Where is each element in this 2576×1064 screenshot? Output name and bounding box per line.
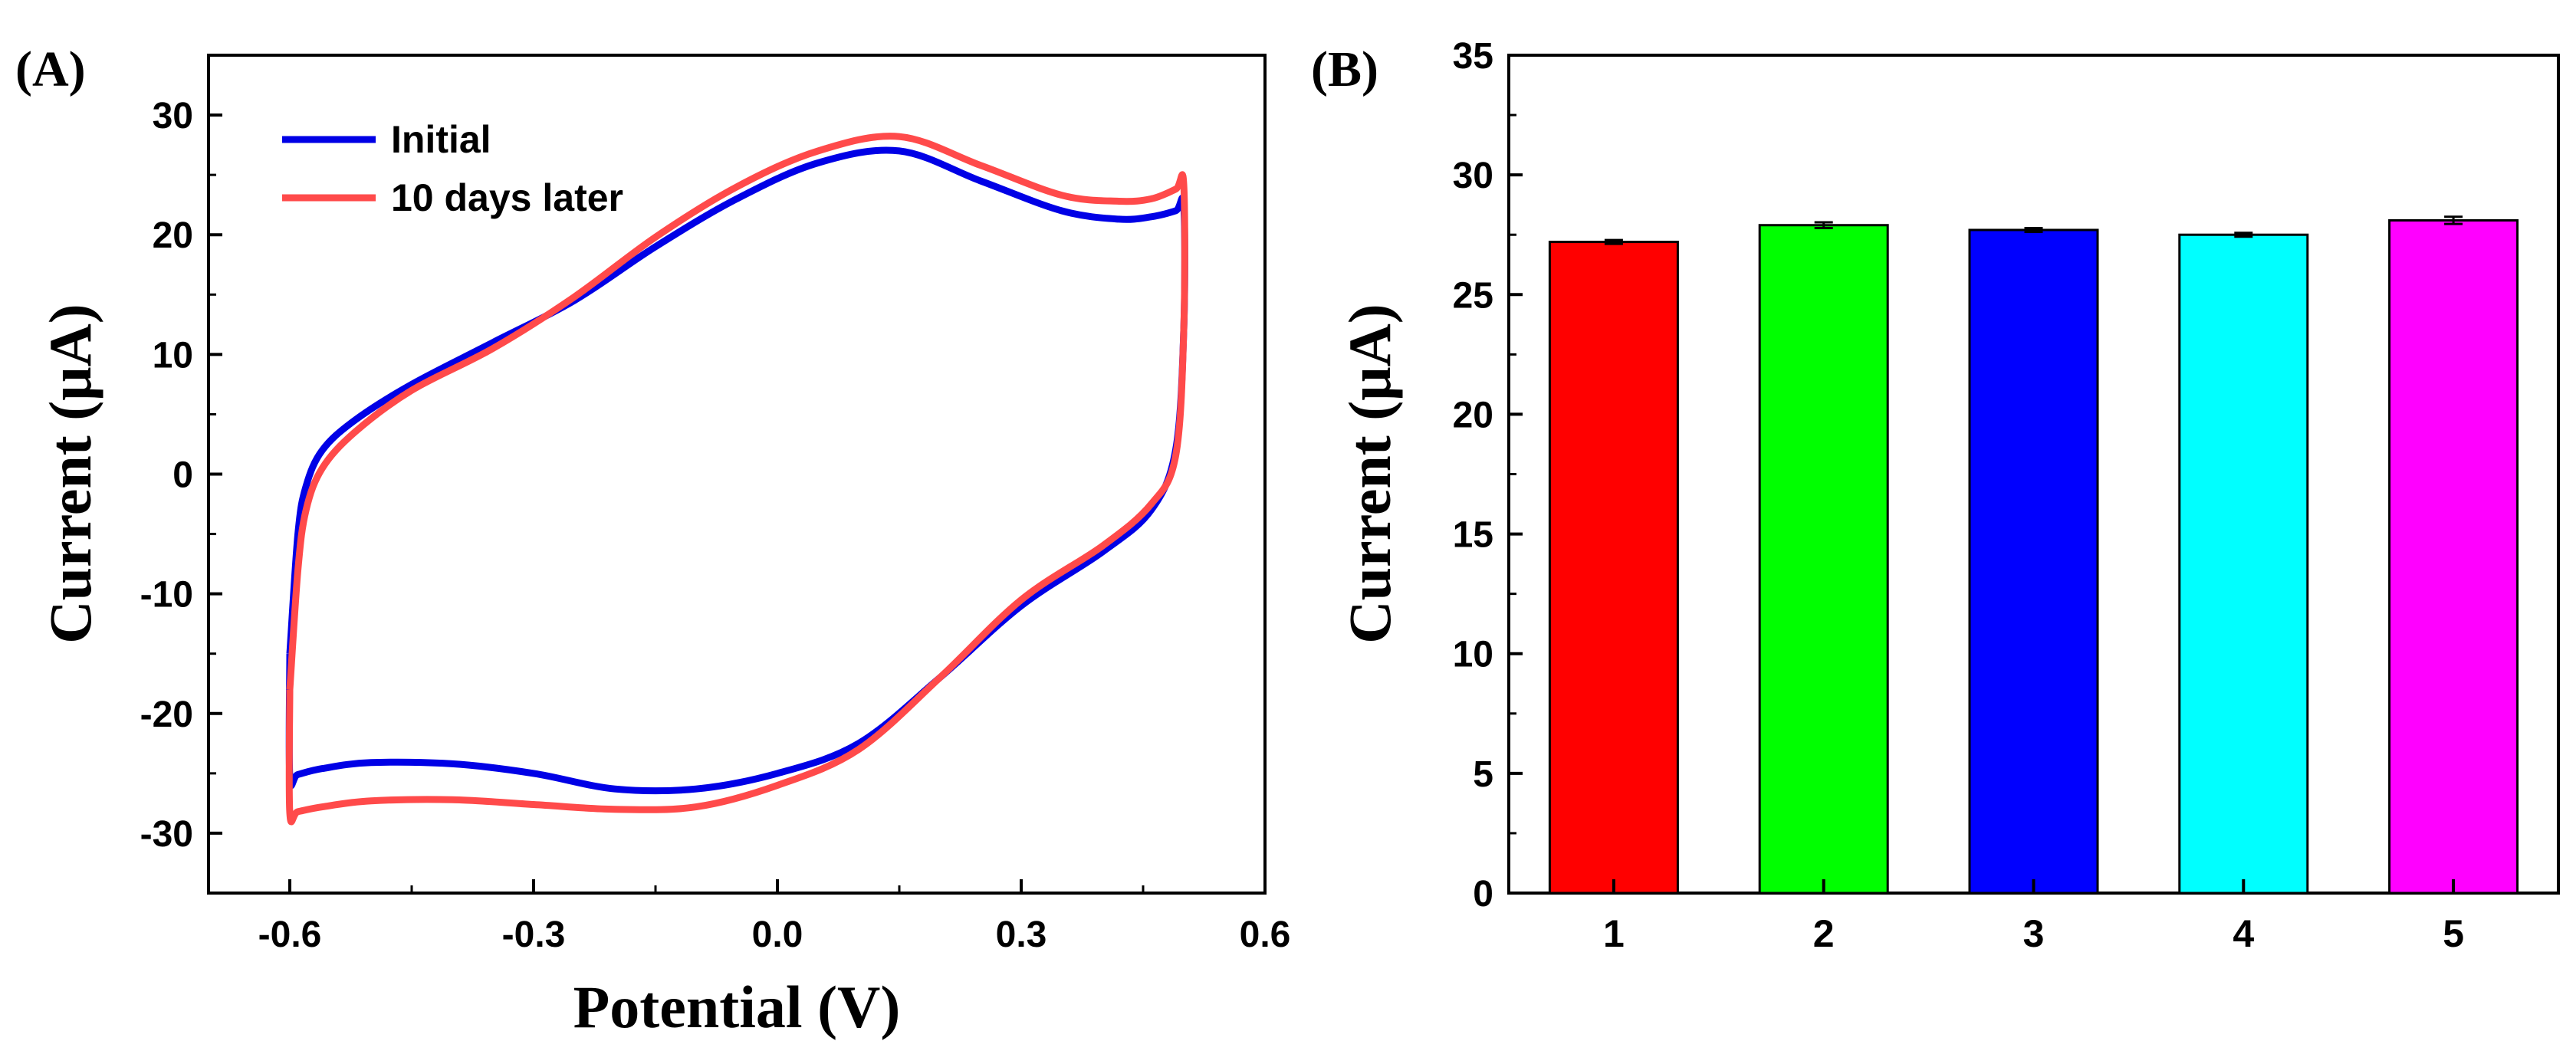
panel-a-y-tick-label: 30	[153, 96, 193, 136]
panel-a-x-axis-label: Potential (V)	[573, 974, 901, 1040]
panel-a-y-tick-label: -30	[140, 814, 193, 855]
panel-a-y-tick-label: -10	[140, 575, 193, 616]
panel-a-y-tick-label: 20	[153, 215, 193, 256]
panel-a-x-ticks: -0.6 -0.3 0.0 0.3 0.6	[258, 879, 1291, 955]
panel-a-potential-chart: (A) -0.6 -0.3 0.0 0.3 0.6 -30 -20 -10 0 10 20 30 I…	[15, 41, 1290, 1040]
panel-b-label: (B)	[1311, 41, 1378, 97]
panel-b-x-tick-label: 4	[2233, 912, 2254, 955]
panel-b-y-tick-label: 25	[1453, 275, 1493, 316]
panel-a-legend: Initial 10 days later	[282, 118, 623, 219]
panel-b-x-ticks: 1 2 3 4 5	[1603, 879, 2464, 955]
bar-3	[1968, 228, 2099, 895]
panel-a-x-tick-label: 0.6	[1240, 915, 1291, 955]
panel-a-x-tick-label: 0.0	[752, 915, 803, 955]
bar-5	[2388, 218, 2519, 895]
panel-a-y-tick-label: 0	[172, 455, 193, 496]
panel-b-y-tick-label: 0	[1473, 874, 1493, 915]
legend-label-10-days-later: 10 days later	[391, 176, 623, 219]
panel-a-series-line-initial	[285, 146, 1188, 795]
panel-a-x-tick-label: 0.3	[996, 915, 1047, 955]
panel-b-x-tick-label: 5	[2443, 912, 2464, 955]
panel-a-y-ticks: -30 -20 -10 0 10 20 30	[140, 54, 222, 895]
bar-2	[1758, 224, 1889, 895]
panel-b-y-axis-label: Current (μA)	[1336, 304, 1403, 644]
panel-a-curves	[285, 133, 1188, 826]
panel-b-y-tick-label: 10	[1453, 635, 1493, 675]
panel-a-label: (A)	[15, 41, 86, 97]
panel-b-y-ticks: 0 5 10 15 20 25 30 35	[1453, 36, 1523, 915]
legend-label-initial: Initial	[391, 118, 491, 161]
panel-b-y-tick-label: 15	[1453, 515, 1493, 556]
panel-b-y-tick-label: 35	[1453, 36, 1493, 77]
panel-b-bar-chart: (B) 1 2 3 4 5 0 5 10 15 20 25 30 35 Current (μA)	[1311, 36, 2560, 955]
panel-b-x-tick-label: 2	[1813, 912, 1835, 955]
panel-b-y-tick-label: 20	[1453, 395, 1493, 435]
panel-b-x-tick-label: 1	[1603, 912, 1625, 955]
panel-a-x-tick-label: -0.6	[258, 915, 322, 955]
panel-b-x-tick-label: 3	[2023, 912, 2045, 955]
panel-a-y-axis-label: Current (μA)	[37, 304, 104, 644]
panel-b-y-tick-label: 5	[1473, 754, 1493, 795]
bar-1	[1548, 241, 1679, 895]
panel-b-bars	[1548, 215, 2519, 895]
panel-b-y-tick-label: 30	[1453, 156, 1493, 196]
panel-a-y-tick-label: 10	[153, 335, 193, 376]
bar-4	[2178, 233, 2309, 895]
panel-a-y-tick-label: -20	[140, 695, 193, 735]
panel-a-plot-frame	[207, 54, 1267, 895]
panel-a-x-tick-label: -0.3	[502, 915, 566, 955]
panel-a-series-line-10-days-later	[285, 133, 1188, 826]
